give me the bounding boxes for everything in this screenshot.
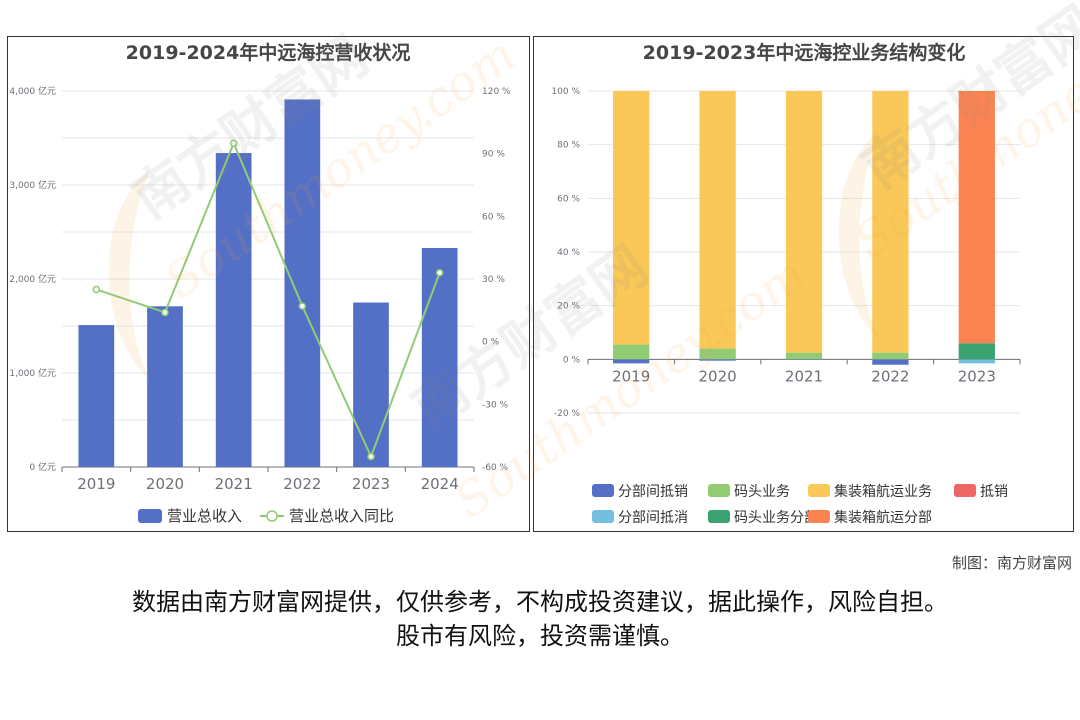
legend-label: 抵销 bbox=[980, 484, 1008, 500]
x-tick-label: 2021 bbox=[785, 367, 823, 385]
y-right-tick-label: -30 % bbox=[482, 400, 509, 410]
stacked-bar-segment bbox=[872, 91, 909, 353]
legend-label: 分部间抵销 bbox=[618, 484, 688, 500]
business-structure-chart-panel: 2019-2023年中远海控业务结构变化 -20 % 0 % 20 % 40 % 60 … bbox=[533, 36, 1074, 532]
yoy-point bbox=[92, 285, 101, 294]
revenue-bar bbox=[353, 302, 389, 467]
stacked-bar-segment bbox=[785, 352, 823, 360]
y-right-tick-label: -60 % bbox=[482, 463, 509, 473]
x-tick-label: 2022 bbox=[283, 475, 321, 493]
x-tick-label: 2023 bbox=[352, 475, 390, 493]
y-right-tick-label: 60 % bbox=[482, 212, 505, 222]
y-left-tick-label: 1,000 亿元 bbox=[9, 367, 56, 379]
revenue-bar bbox=[284, 99, 321, 468]
business-structure-chart: 2019-2023年中远海控业务结构变化 -20 % 0 % 20 % 40 % 60 … bbox=[551, 41, 1021, 526]
stacked-bar-segment bbox=[958, 359, 995, 364]
stacked-bar-segment bbox=[872, 359, 909, 365]
y-right-tick-label: 0 % bbox=[482, 338, 500, 348]
yoy-point bbox=[298, 302, 307, 310]
revenue-bar bbox=[147, 306, 183, 467]
legend-label: 码头业务 bbox=[734, 484, 790, 500]
stacked-bar-segment bbox=[958, 91, 995, 344]
x-tick-label: 2020 bbox=[699, 367, 737, 385]
revenue-chart: 2019-2024年中远海控营收状况 0 亿元 1,000 亿元 2,000 亿元 3… bbox=[9, 41, 511, 525]
legend-swatch bbox=[954, 484, 976, 497]
chart-credit: 制图：南方财富网 bbox=[951, 554, 1072, 572]
stacked-bar-segment bbox=[699, 348, 736, 360]
stacked-bar-segment bbox=[613, 344, 650, 360]
y-tick-label: 80 % bbox=[557, 141, 580, 151]
y-left-tick-label: 3,000 亿元 bbox=[9, 179, 56, 191]
legend-label-revenue: 营业总收入 bbox=[167, 507, 242, 525]
y-tick-label: 0 % bbox=[563, 355, 581, 365]
y-tick-label: 40 % bbox=[557, 248, 580, 258]
stacked-bar-segment bbox=[872, 352, 909, 360]
y-right-tick-label: 120 % bbox=[482, 87, 511, 97]
disclaimer-line-2: 股市有风险，投资需谨慎。 bbox=[396, 622, 684, 650]
revenue-bar bbox=[421, 247, 458, 467]
chart-title: 2019-2024年中远海控营收状况 bbox=[126, 41, 411, 64]
legend-swatch bbox=[708, 510, 730, 523]
stacked-bar-segment bbox=[613, 359, 650, 364]
stacked-bar-segment bbox=[958, 343, 995, 360]
x-tick-label: 2019 bbox=[77, 475, 115, 493]
stacked-bar-segment bbox=[699, 91, 736, 349]
revenue-bar bbox=[215, 153, 252, 467]
y-left-tick-label: 4,000 亿元 bbox=[9, 85, 56, 97]
y-right-tick-label: 30 % bbox=[482, 275, 505, 285]
y-left-tick-label: 2,000 亿元 bbox=[9, 273, 56, 285]
legend-label: 集装箱航运分部 bbox=[834, 509, 932, 526]
yoy-point bbox=[161, 308, 169, 317]
x-tick-label: 2022 bbox=[871, 367, 909, 385]
stacked-bar-segment bbox=[785, 91, 823, 353]
legend-label: 码头业务分部 bbox=[734, 510, 818, 526]
legend-swatch bbox=[808, 510, 830, 523]
yoy-point bbox=[367, 452, 375, 461]
x-tick-label: 2021 bbox=[215, 475, 253, 493]
stacked-bar-segment bbox=[699, 359, 736, 361]
yoy-point bbox=[435, 268, 444, 277]
x-tick-label: 2019 bbox=[612, 367, 650, 385]
legend-swatch-yoy-marker bbox=[266, 510, 278, 522]
x-tick-label: 2020 bbox=[146, 475, 184, 493]
y-left-tick-label: 0 亿元 bbox=[29, 461, 56, 473]
legend-swatch bbox=[808, 484, 830, 497]
stacked-bar-segment bbox=[613, 91, 650, 345]
legend-swatch bbox=[592, 510, 614, 523]
legend-label: 分部间抵消 bbox=[618, 510, 688, 526]
yoy-point bbox=[229, 139, 238, 147]
legend-label: 集装箱航运业务 bbox=[834, 483, 932, 500]
legend-swatch-revenue bbox=[138, 509, 162, 523]
y-tick-label: -20 % bbox=[554, 409, 581, 419]
y-tick-label: 60 % bbox=[557, 194, 580, 204]
stacked-bar-segment bbox=[785, 359, 823, 360]
legend-swatch bbox=[708, 484, 730, 497]
chart-title: 2019-2023年中远海控业务结构变化 bbox=[643, 41, 966, 64]
yoy-line bbox=[96, 140, 441, 460]
y-tick-label: 100 % bbox=[551, 87, 580, 97]
legend-label-yoy: 营业总收入同比 bbox=[289, 507, 394, 525]
legend-swatch bbox=[592, 484, 614, 497]
revenue-bar bbox=[78, 325, 115, 467]
x-tick-label: 2023 bbox=[958, 367, 996, 385]
revenue-chart-panel: 2019-2024年中远海控营收状况 0 亿元 1,000 亿元 2,000 亿元 3… bbox=[7, 36, 530, 532]
y-right-tick-label: 90 % bbox=[482, 150, 505, 160]
disclaimer-line-1: 数据由南方财富网提供，仅供参考，不构成投资建议，据此操作，风险自担。 bbox=[132, 588, 948, 616]
x-tick-label: 2024 bbox=[421, 475, 459, 493]
y-tick-label: 20 % bbox=[557, 302, 580, 312]
